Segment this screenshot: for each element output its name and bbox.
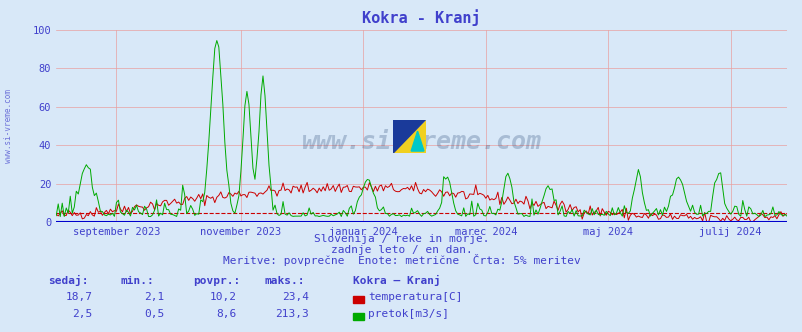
Text: 23,4: 23,4 (282, 292, 309, 302)
Polygon shape (393, 120, 425, 153)
Polygon shape (411, 131, 423, 151)
Title: Kokra - Kranj: Kokra - Kranj (362, 9, 480, 26)
Text: 8,6: 8,6 (217, 309, 237, 319)
Text: min.:: min.: (120, 276, 154, 286)
Text: povpr.:: povpr.: (192, 276, 240, 286)
Text: 0,5: 0,5 (144, 309, 164, 319)
Text: zadnje leto / en dan.: zadnje leto / en dan. (330, 245, 472, 255)
Text: 2,5: 2,5 (72, 309, 92, 319)
Text: www.si-vreme.com: www.si-vreme.com (3, 89, 13, 163)
Text: 213,3: 213,3 (275, 309, 309, 319)
Text: sedaj:: sedaj: (48, 275, 88, 286)
Text: maks.:: maks.: (265, 276, 305, 286)
Text: Kokra – Kranj: Kokra – Kranj (353, 275, 440, 286)
Polygon shape (393, 120, 425, 153)
Text: www.si-vreme.com: www.si-vreme.com (302, 129, 541, 154)
Text: 2,1: 2,1 (144, 292, 164, 302)
Text: 10,2: 10,2 (209, 292, 237, 302)
Text: pretok[m3/s]: pretok[m3/s] (367, 309, 448, 319)
Text: 18,7: 18,7 (65, 292, 92, 302)
Text: Slovenija / reke in morje.: Slovenija / reke in morje. (314, 234, 488, 244)
Text: temperatura[C]: temperatura[C] (367, 292, 462, 302)
Text: Meritve: povprečne  Enote: metrične  Črta: 5% meritev: Meritve: povprečne Enote: metrične Črta:… (222, 254, 580, 266)
